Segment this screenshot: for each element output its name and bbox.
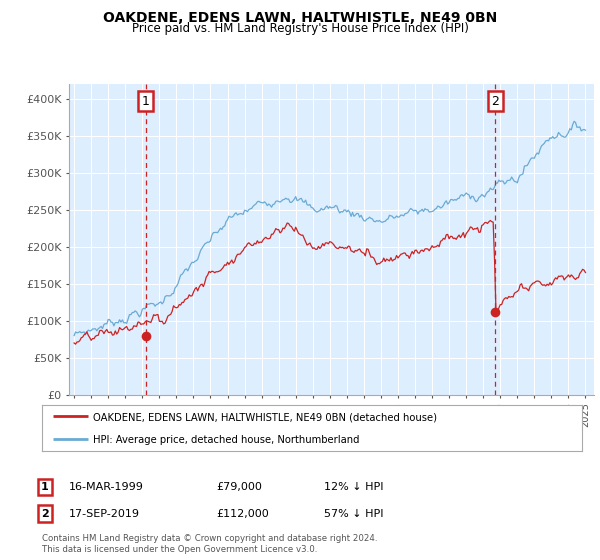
Text: 12% ↓ HPI: 12% ↓ HPI bbox=[324, 482, 383, 492]
Text: 2: 2 bbox=[41, 508, 49, 519]
Text: 17-SEP-2019: 17-SEP-2019 bbox=[69, 508, 140, 519]
Text: OAKDENE, EDENS LAWN, HALTWHISTLE, NE49 0BN (detached house): OAKDENE, EDENS LAWN, HALTWHISTLE, NE49 0… bbox=[94, 412, 437, 422]
Text: Contains HM Land Registry data © Crown copyright and database right 2024.: Contains HM Land Registry data © Crown c… bbox=[42, 534, 377, 543]
Text: 16-MAR-1999: 16-MAR-1999 bbox=[69, 482, 144, 492]
Text: 1: 1 bbox=[41, 482, 49, 492]
Text: OAKDENE, EDENS LAWN, HALTWHISTLE, NE49 0BN: OAKDENE, EDENS LAWN, HALTWHISTLE, NE49 0… bbox=[103, 11, 497, 25]
Text: HPI: Average price, detached house, Northumberland: HPI: Average price, detached house, Nort… bbox=[94, 435, 360, 445]
Text: Price paid vs. HM Land Registry's House Price Index (HPI): Price paid vs. HM Land Registry's House … bbox=[131, 22, 469, 35]
Text: This data is licensed under the Open Government Licence v3.0.: This data is licensed under the Open Gov… bbox=[42, 545, 317, 554]
Text: £112,000: £112,000 bbox=[216, 508, 269, 519]
Text: 1: 1 bbox=[142, 95, 150, 108]
Text: 2: 2 bbox=[491, 95, 499, 108]
Text: 57% ↓ HPI: 57% ↓ HPI bbox=[324, 508, 383, 519]
Text: £79,000: £79,000 bbox=[216, 482, 262, 492]
